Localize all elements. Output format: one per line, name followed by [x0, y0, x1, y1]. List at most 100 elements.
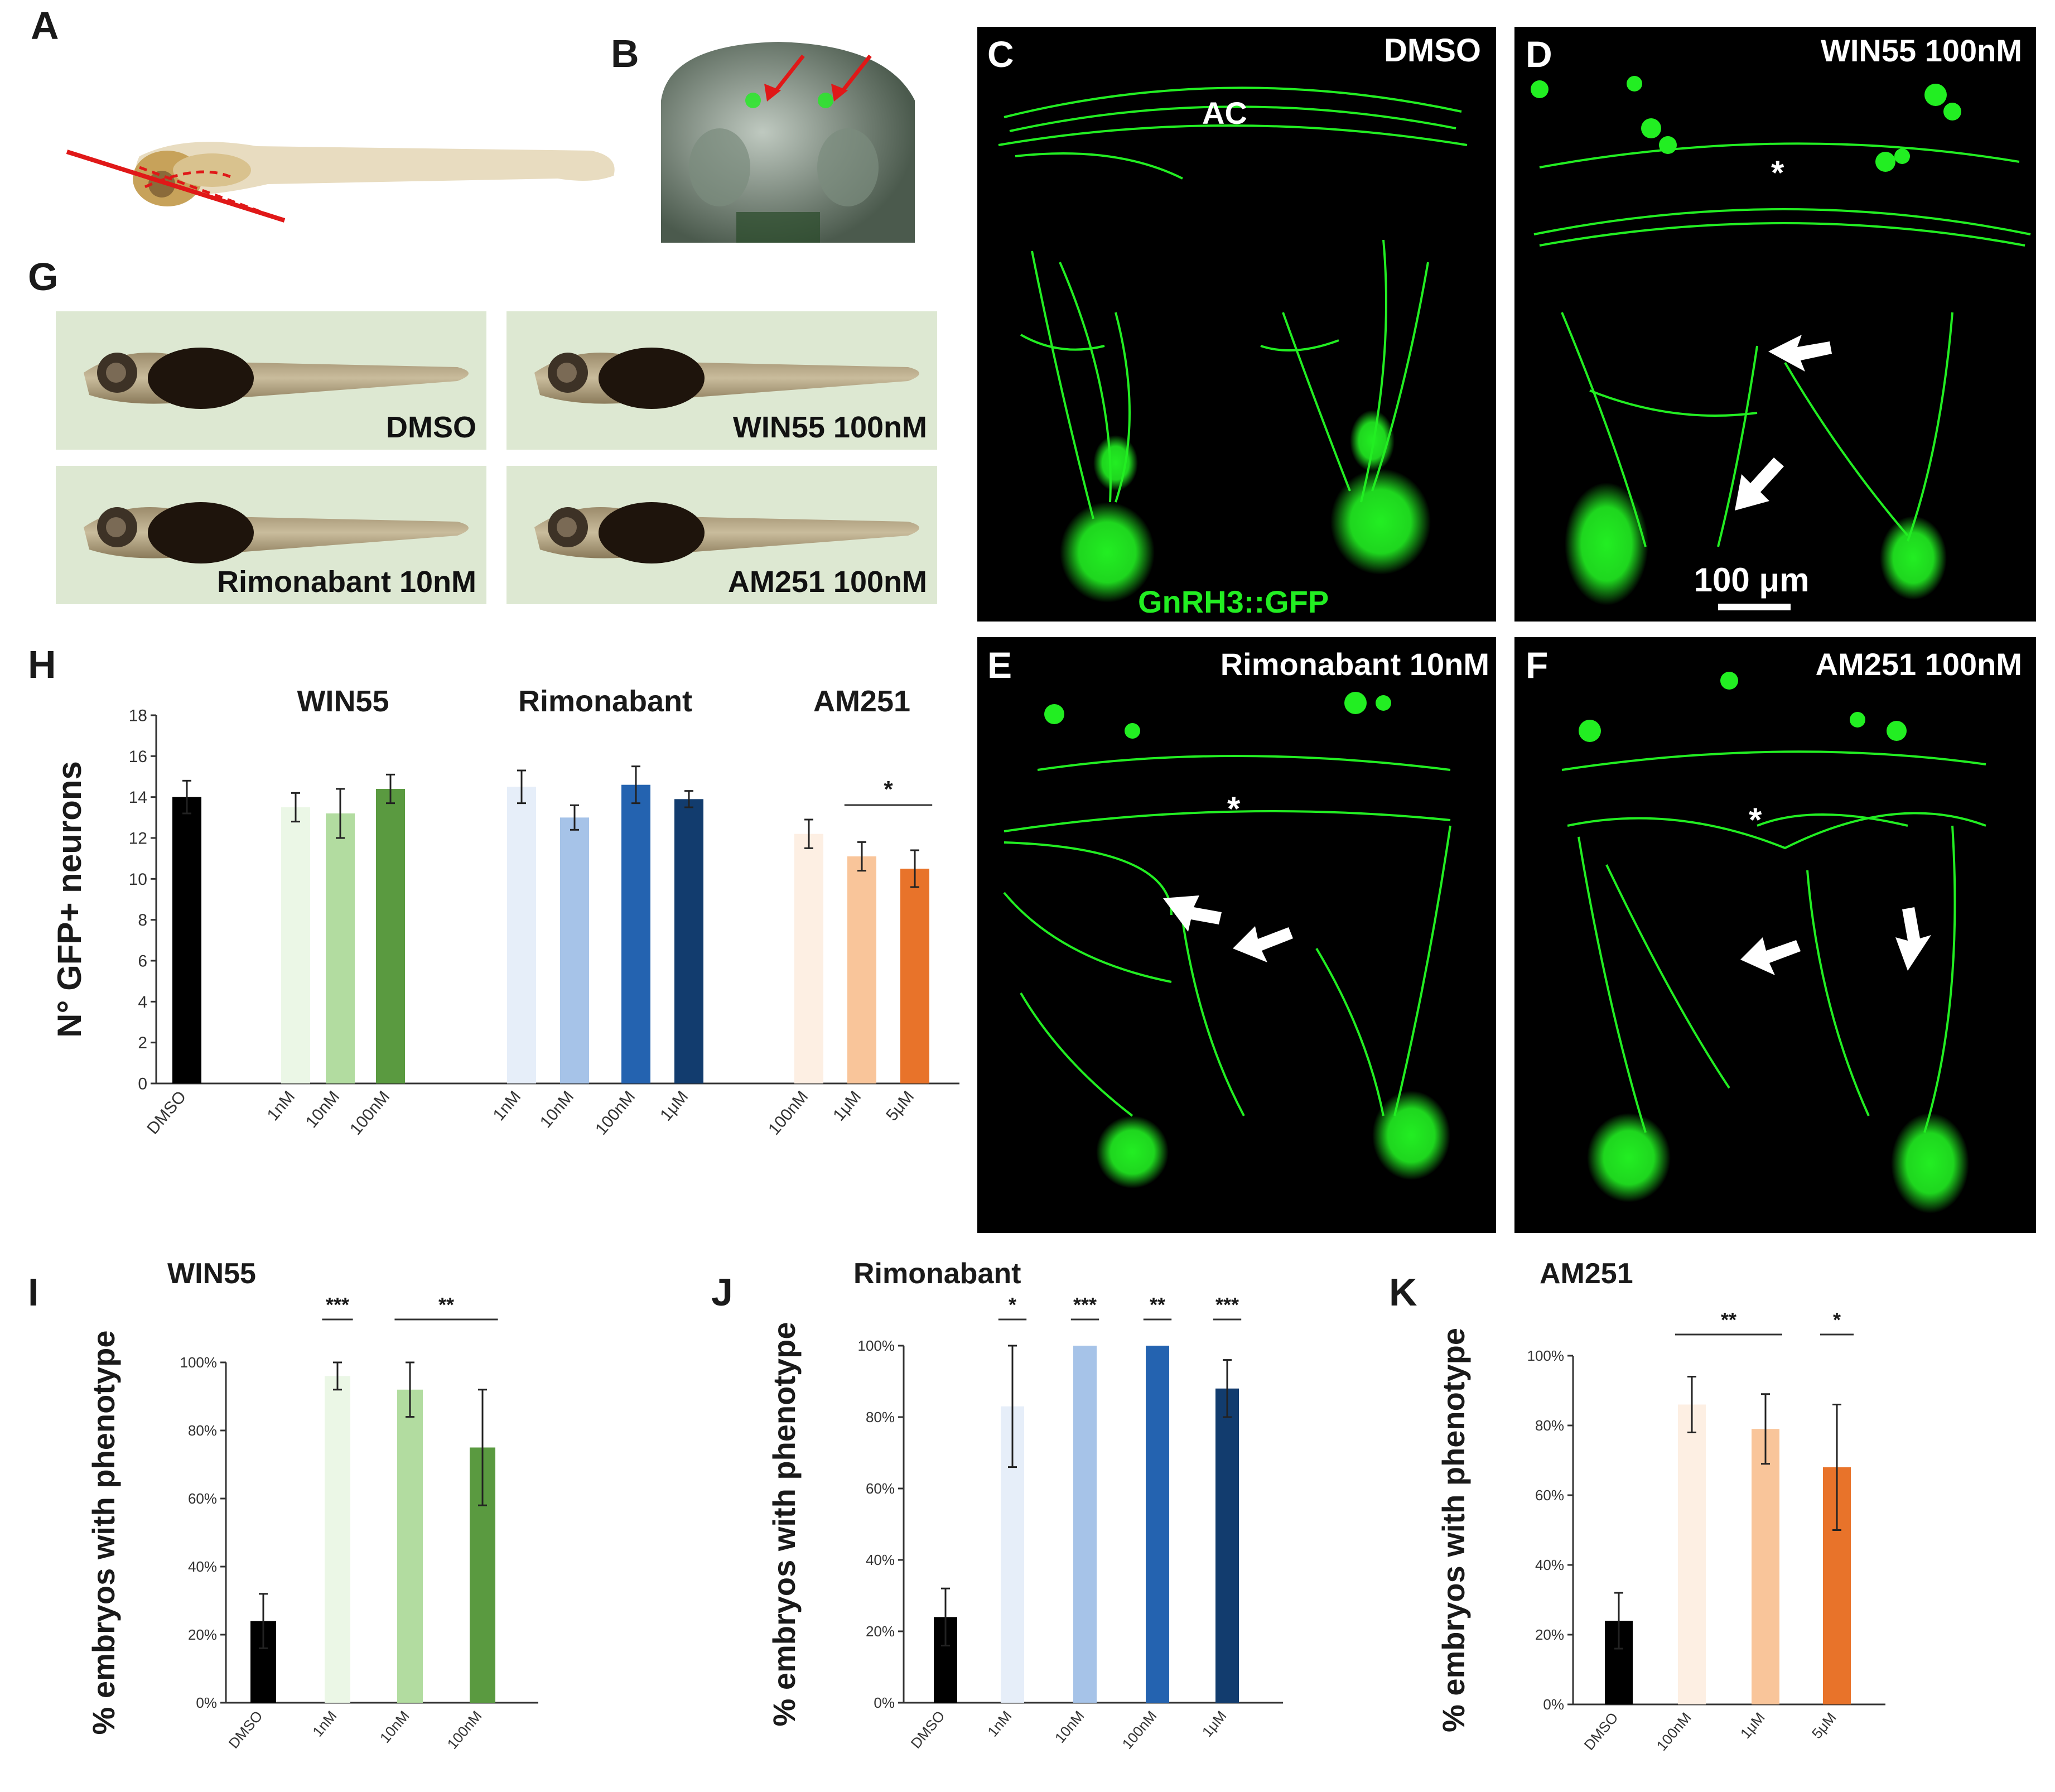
significance-marker: ** — [1675, 1308, 1782, 1336]
reporter-label: GnRH3::GFP — [1138, 584, 1329, 619]
error-bar — [406, 1361, 414, 1418]
error-bar — [182, 779, 191, 815]
gfp-cell-cluster — [1565, 483, 1648, 605]
anterior-commissure-label: AC — [1202, 95, 1247, 131]
bar — [794, 834, 823, 1083]
y-tick-label: 20% — [866, 1623, 895, 1640]
group-title: Rimonabant — [518, 685, 692, 718]
error-bar — [1832, 1404, 1841, 1531]
svg-text:*: * — [1009, 1293, 1016, 1316]
larva-photo: Rimonabant 10nM — [56, 466, 486, 604]
x-category-label: 10nM — [537, 1087, 578, 1131]
bar — [326, 813, 355, 1083]
svg-text:**: ** — [438, 1293, 454, 1316]
svg-text:**: ** — [1721, 1308, 1736, 1331]
error-bar — [1761, 1393, 1770, 1465]
panel-letter-f: F — [1526, 644, 1548, 686]
white-arrow-icon — [1740, 937, 1801, 975]
panel-letter-j: J — [711, 1270, 733, 1314]
x-category-label: 1μM — [657, 1087, 692, 1124]
y-tick-label: 100% — [180, 1354, 218, 1371]
y-tick-label: 14 — [129, 788, 147, 807]
panel-b: B — [611, 32, 915, 243]
x-category-label: 1μM — [1199, 1708, 1230, 1740]
panel-letter-a: A — [31, 4, 59, 47]
larva-photo: DMSO — [56, 311, 486, 450]
gfp-cell-cluster — [1372, 1091, 1450, 1180]
error-bar — [333, 1361, 342, 1391]
y-tick-label: 4 — [138, 993, 147, 1011]
panel-letter-b: B — [611, 32, 639, 75]
white-arrow-icon — [1233, 926, 1293, 962]
scale-bar-label: 100 μm — [1694, 561, 1810, 599]
bar — [397, 1389, 423, 1703]
group-title: WIN55 — [297, 685, 389, 718]
x-category-label: DMSO — [225, 1708, 266, 1752]
y-tick-label: 18 — [129, 707, 147, 725]
x-category-label: 100nM — [1119, 1708, 1160, 1752]
error-bar — [910, 849, 919, 888]
x-category-label: 100nM — [346, 1087, 393, 1138]
panel-letter-k: K — [1389, 1270, 1417, 1314]
larva-condition-label: Rimonabant 10nM — [217, 565, 476, 599]
x-category-label: 5μM — [882, 1087, 918, 1124]
error-bar — [517, 769, 526, 805]
x-category-label: DMSO — [143, 1087, 190, 1138]
y-tick-label: 0% — [196, 1694, 217, 1711]
error-bar — [1008, 1345, 1017, 1468]
chart-rimonabant-phenotype: 0% 20% 40% 60% 80% 100% % embryos with phenoty… — [766, 1258, 1283, 1752]
y-axis-label: % embryos with phenotype — [86, 1331, 121, 1735]
significance-marker: * — [1820, 1308, 1854, 1336]
asterisk-marker: * — [1749, 801, 1762, 839]
bar — [560, 817, 589, 1083]
y-tick-label: 0% — [1543, 1696, 1564, 1713]
error-bar — [1223, 1359, 1232, 1418]
bar — [621, 784, 650, 1083]
condition-label: WIN55 100nM — [1821, 33, 2022, 68]
gfp-neuron-dot — [745, 93, 761, 108]
significance-marker: * — [844, 776, 933, 806]
gfp-cell-cluster — [1880, 516, 1947, 600]
error-bar — [684, 790, 693, 808]
bar — [674, 799, 703, 1083]
panel-letter-i: I — [28, 1270, 38, 1314]
section-plane-outline — [144, 170, 235, 189]
significance-marker: ** — [394, 1293, 498, 1321]
y-tick-label: 16 — [129, 748, 147, 766]
panel-letter-d: D — [1526, 33, 1552, 75]
gfp-cell-cluster — [1891, 1113, 1969, 1213]
x-category-label: DMSO — [1580, 1709, 1621, 1754]
y-tick-label: 10 — [129, 870, 147, 889]
micrograph-panels: C DMSO AC GnRH3::GFP D WIN55 100nM * — [977, 27, 2036, 1233]
significance-marker: *** — [322, 1293, 353, 1321]
x-category-label: 10nM — [377, 1708, 413, 1746]
x-category-label: 100nM — [765, 1087, 812, 1138]
significance-marker: *** — [1070, 1293, 1099, 1321]
x-category-label: 5μM — [1808, 1709, 1840, 1742]
panel-a: A — [31, 4, 615, 223]
condition-label: DMSO — [1384, 32, 1481, 69]
chart-title: AM251 — [1540, 1258, 1633, 1290]
panel-f: F AM251 100nM * — [1514, 637, 2036, 1233]
asterisk-marker: * — [1771, 154, 1784, 191]
error-bar — [259, 1593, 268, 1649]
x-category-label: 10nM — [302, 1087, 344, 1131]
significance-marker: *** — [1213, 1293, 1242, 1321]
larva-photo: AM251 100nM — [506, 466, 937, 604]
svg-text:***: *** — [326, 1293, 349, 1316]
y-tick-label: 80% — [188, 1422, 217, 1439]
bar — [1215, 1388, 1239, 1703]
x-category-label: 100nM — [1653, 1709, 1695, 1754]
bar — [172, 797, 201, 1083]
significance-marker: ** — [1143, 1293, 1172, 1321]
panel-c: C DMSO AC GnRH3::GFP — [977, 27, 1496, 622]
larva-condition-label: WIN55 100nM — [733, 411, 927, 444]
panel-d: D WIN55 100nM * 100 μm — [1514, 27, 2036, 622]
svg-text:*: * — [1833, 1308, 1841, 1331]
y-axis-label: % embryos with phenotype — [766, 1322, 802, 1727]
bar — [900, 869, 929, 1083]
x-category-label: 100nM — [592, 1087, 639, 1138]
svg-text:**: ** — [1150, 1293, 1165, 1316]
condition-label: Rimonabant 10nM — [1221, 647, 1489, 682]
